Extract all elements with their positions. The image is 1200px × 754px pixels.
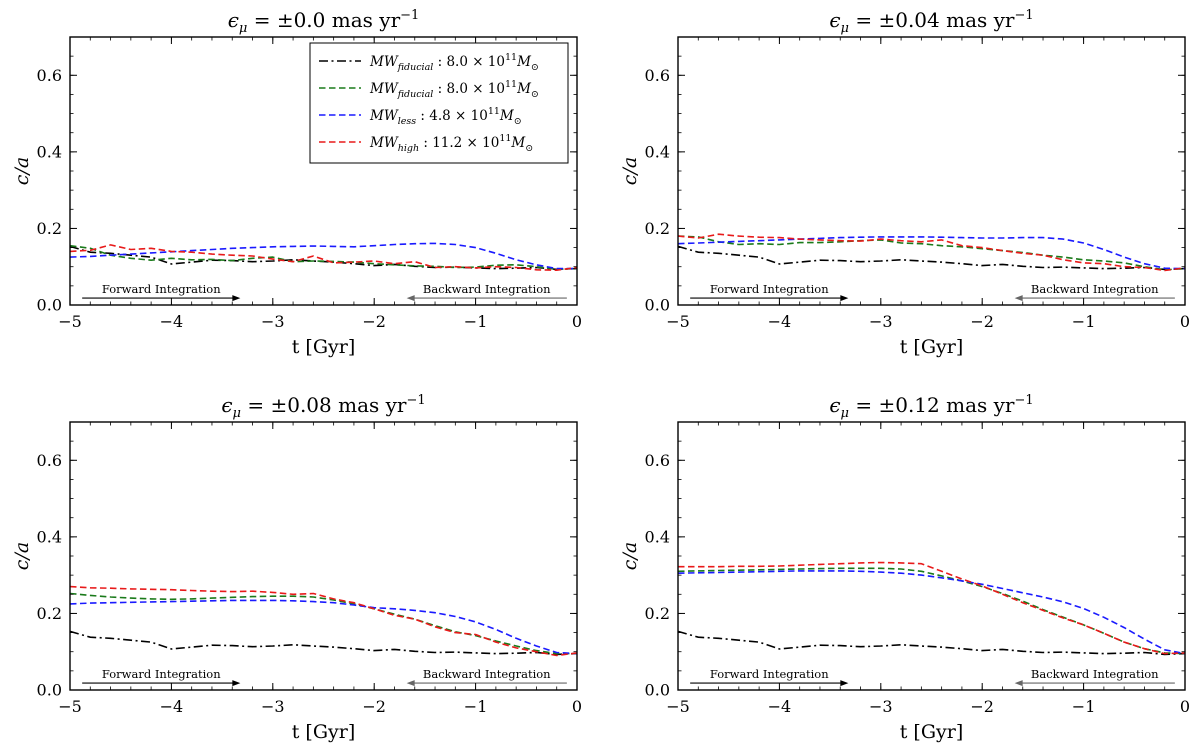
y-tick-label: 0.2 (37, 604, 62, 623)
axes-frame (69, 421, 578, 691)
x-tick-label: −4 (768, 697, 792, 716)
series-line-4 (69, 244, 578, 272)
legend-entry: MWfiducial : 8.0 × 1011M⊙ (369, 52, 539, 73)
legend-frame (309, 42, 569, 164)
panel-title: ϵμ = ±0.04 mas yr−1 (829, 8, 1033, 36)
series-line-4 (678, 561, 1186, 655)
panel-title: ϵμ = ±0.08 mas yr−1 (221, 393, 425, 421)
series-line-2 (69, 592, 577, 655)
x-tick-label: −3 (261, 312, 285, 331)
y-tick-label: 0.2 (37, 219, 62, 238)
y-tick-label: 0.4 (645, 142, 670, 161)
panel-1: Forward Integration Backward Integration −… (11, 8, 582, 358)
y-tick-label: 0.6 (37, 451, 62, 470)
panel-2: Forward Integration Backward Integration −… (619, 8, 1190, 358)
x-tick-label: −5 (58, 312, 82, 331)
series-line-1 (69, 245, 578, 271)
y-tick-label: 0.0 (645, 681, 670, 700)
panel-3: Forward Integration Backward Integration −… (11, 393, 582, 743)
x-tick-label: −4 (768, 312, 792, 331)
y-axis-label: c/a (11, 157, 33, 185)
forward-arrow-head (232, 295, 241, 302)
y-tick-label: 0.2 (645, 219, 670, 238)
legend: MWfiducial : 8.0 × 1011M⊙ MWfiducial : 8.… (309, 42, 569, 164)
legend-entry: MWfiducial : 8.0 × 1011M⊙ (369, 79, 539, 100)
x-tick-label: 0 (1180, 697, 1190, 716)
legend-entry: MWhigh : 11.2 × 1011M⊙ (369, 133, 533, 154)
forward-arrow-head (840, 295, 849, 302)
y-tick-label: 0.4 (37, 527, 62, 546)
x-tick-label: −5 (58, 697, 82, 716)
x-tick-label: −3 (261, 697, 285, 716)
y-tick-label: 0.0 (37, 296, 62, 315)
forward-arrow-head (232, 680, 241, 687)
forward-integration-label: Forward Integration (710, 282, 829, 296)
x-tick-label: −1 (464, 697, 488, 716)
series-line-3 (677, 236, 1186, 270)
y-tick-label: 0.2 (645, 604, 670, 623)
y-tick-label: 0.4 (37, 142, 62, 161)
x-tick-label: −2 (970, 697, 994, 716)
y-tick-label: 0.6 (37, 66, 62, 85)
axes-frame (677, 421, 1186, 691)
series-line-2 (69, 244, 578, 271)
panel-4: Forward Integration Backward Integration −… (619, 393, 1190, 743)
backward-arrow-head (406, 680, 415, 687)
x-tick-label: −4 (160, 697, 184, 716)
backward-integration-label: Backward Integration (423, 667, 551, 681)
panel-title: ϵμ = ±0.12 mas yr−1 (829, 393, 1033, 421)
backward-arrow-head (1014, 295, 1023, 302)
y-tick-label: 0.4 (645, 527, 670, 546)
series-line-4 (677, 233, 1186, 272)
x-tick-label: −2 (970, 312, 994, 331)
x-axis-label: t [Gyr] (900, 721, 964, 743)
series-line-1 (69, 630, 578, 656)
x-tick-label: −4 (160, 312, 184, 331)
series-line-3 (677, 570, 1186, 655)
backward-integration-label: Backward Integration (1031, 667, 1159, 681)
x-tick-label: −2 (362, 697, 386, 716)
x-tick-label: −3 (869, 697, 893, 716)
forward-integration-label: Forward Integration (102, 667, 221, 681)
series-line-1 (677, 245, 1186, 271)
x-tick-label: −5 (666, 697, 690, 716)
series-line-4 (69, 585, 578, 657)
backward-integration-label: Backward Integration (1031, 282, 1159, 296)
series-line-2 (677, 567, 1186, 655)
x-tick-label: −2 (362, 312, 386, 331)
series-line-1 (677, 630, 1186, 656)
series-line-3 (69, 599, 578, 655)
x-axis-label: t [Gyr] (292, 336, 356, 358)
x-tick-label: 0 (1180, 312, 1190, 331)
backward-arrow-head (1014, 680, 1023, 687)
forward-integration-label: Forward Integration (102, 282, 221, 296)
y-axis-label: c/a (619, 542, 641, 570)
backward-integration-label: Backward Integration (423, 282, 551, 296)
x-tick-label: −3 (869, 312, 893, 331)
x-tick-label: 0 (572, 312, 582, 331)
x-axis-label: t [Gyr] (292, 721, 356, 743)
x-axis-label: t [Gyr] (900, 336, 964, 358)
forward-integration-label: Forward Integration (710, 667, 829, 681)
y-tick-label: 0.0 (645, 296, 670, 315)
y-tick-label: 0.6 (645, 66, 670, 85)
x-tick-label: −5 (666, 312, 690, 331)
series-line-3 (69, 242, 577, 270)
y-axis-label: c/a (11, 542, 33, 570)
y-tick-label: 0.0 (37, 681, 62, 700)
x-tick-label: −1 (464, 312, 488, 331)
forward-arrow-head (840, 680, 849, 687)
x-tick-label: 0 (572, 697, 582, 716)
panel-title: ϵμ = ±0.0 mas yr−1 (228, 8, 420, 36)
backward-arrow-head (406, 295, 415, 302)
y-axis-label: c/a (619, 157, 641, 185)
y-tick-label: 0.6 (645, 451, 670, 470)
series-line-2 (677, 235, 1186, 271)
x-tick-label: −1 (1072, 697, 1096, 716)
x-tick-label: −1 (1072, 312, 1096, 331)
legend-entry: MWless : 4.8 × 1011M⊙ (369, 106, 522, 127)
